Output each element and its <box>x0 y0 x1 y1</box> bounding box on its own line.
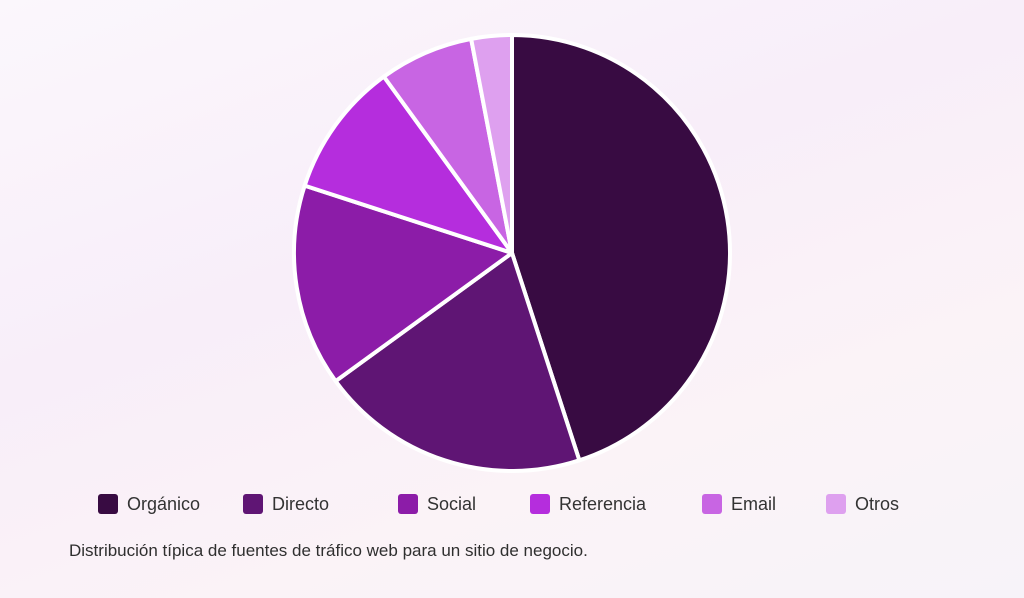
pie-chart <box>292 33 732 473</box>
legend-item-email: Email <box>702 492 776 516</box>
legend-swatch-referencia <box>530 494 550 514</box>
legend-label-directo: Directo <box>272 493 330 514</box>
legend-item-otros: Otros <box>826 492 899 516</box>
pie-slice-social <box>292 183 514 384</box>
legend-item-organico: Orgánico <box>98 492 200 516</box>
pie-slice-organico <box>510 33 732 463</box>
chart-caption: Distribución típica de fuentes de tráfic… <box>69 541 588 560</box>
chart-legend: Orgánico Directo Social Referencia Email Otro… <box>98 492 918 516</box>
legend-swatch-email <box>702 494 722 514</box>
legend-swatch-otros <box>826 494 846 514</box>
legend-item-social: Social <box>398 492 476 516</box>
legend-label-social: Social <box>427 493 477 514</box>
legend-swatch-directo <box>243 494 263 514</box>
pie-slice-otros <box>469 33 514 255</box>
pie-slice-referencia <box>302 74 514 255</box>
pie-slice-directo <box>333 251 582 473</box>
legend-swatch-social <box>398 494 418 514</box>
legend-label-organico: Orgánico <box>127 493 201 514</box>
legend-label-email: Email <box>731 493 777 514</box>
legend-label-otros: Otros <box>855 493 900 514</box>
legend-label-referencia: Referencia <box>559 493 647 514</box>
legend-swatch-organico <box>98 494 118 514</box>
legend-item-directo: Directo <box>243 492 329 516</box>
legend-item-referencia: Referencia <box>530 492 646 516</box>
